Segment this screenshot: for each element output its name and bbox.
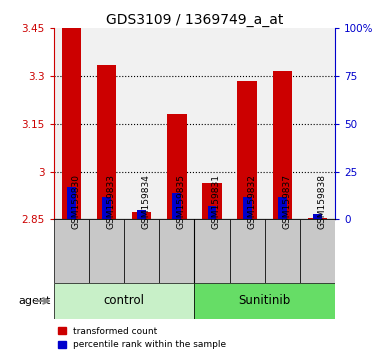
Bar bbox=[89, 219, 124, 283]
Bar bbox=[167, 114, 186, 219]
Bar bbox=[54, 283, 194, 319]
Bar bbox=[89, 28, 124, 219]
Bar bbox=[229, 219, 265, 283]
Text: GSM159834: GSM159834 bbox=[142, 174, 151, 229]
Text: Sunitinib: Sunitinib bbox=[239, 295, 291, 307]
Text: control: control bbox=[104, 295, 145, 307]
Bar bbox=[194, 28, 229, 219]
Bar bbox=[132, 212, 151, 219]
Bar bbox=[238, 81, 257, 219]
Bar bbox=[300, 28, 335, 219]
Bar bbox=[308, 218, 327, 219]
Bar bbox=[159, 219, 194, 283]
Bar bbox=[54, 28, 89, 219]
Bar bbox=[278, 196, 287, 219]
Bar bbox=[102, 196, 111, 219]
Bar bbox=[264, 219, 300, 283]
Bar bbox=[203, 183, 222, 219]
Bar bbox=[208, 206, 216, 219]
Bar bbox=[137, 210, 146, 219]
Bar bbox=[300, 219, 335, 283]
Bar bbox=[194, 283, 335, 319]
Text: GSM159832: GSM159832 bbox=[247, 174, 256, 229]
Bar bbox=[243, 196, 251, 219]
Bar bbox=[97, 65, 116, 219]
Text: GSM159833: GSM159833 bbox=[107, 174, 116, 229]
Title: GDS3109 / 1369749_a_at: GDS3109 / 1369749_a_at bbox=[106, 13, 283, 27]
Bar bbox=[264, 28, 300, 219]
Bar bbox=[313, 214, 322, 219]
Text: GSM159838: GSM159838 bbox=[317, 174, 326, 229]
Text: agent: agent bbox=[18, 296, 50, 306]
Bar bbox=[229, 28, 265, 219]
Text: GSM159835: GSM159835 bbox=[177, 174, 186, 229]
Bar bbox=[62, 22, 81, 219]
Legend: transformed count, percentile rank within the sample: transformed count, percentile rank withi… bbox=[59, 327, 226, 349]
Bar bbox=[273, 72, 292, 219]
Bar bbox=[54, 219, 89, 283]
Text: GSM159830: GSM159830 bbox=[72, 174, 80, 229]
Bar bbox=[67, 187, 76, 219]
Bar bbox=[172, 193, 181, 219]
Bar bbox=[124, 219, 159, 283]
Bar bbox=[124, 28, 159, 219]
Bar bbox=[159, 28, 194, 219]
Text: GSM159831: GSM159831 bbox=[212, 174, 221, 229]
Text: GSM159837: GSM159837 bbox=[282, 174, 291, 229]
Bar bbox=[194, 219, 229, 283]
